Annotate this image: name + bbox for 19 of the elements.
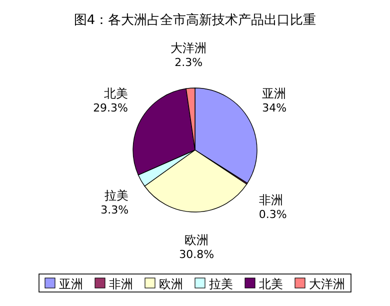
slice-label: 欧洲	[184, 232, 209, 247]
data-label: 3.3%	[100, 204, 129, 217]
legend-label: 北美	[259, 277, 283, 291]
legend-label: 拉美	[209, 277, 233, 291]
slice-label: 北美	[104, 86, 128, 100]
slice-label: 大洋洲	[170, 41, 207, 56]
data-label: 29.3%	[93, 101, 128, 114]
data-label: 30.8%	[179, 248, 214, 261]
data-label: 34%	[262, 102, 287, 115]
chart-title: 图4：各大洲占全市高新技术产品出口比重	[74, 12, 316, 28]
slice-label: 亚洲	[262, 86, 286, 101]
legend-label: 非洲	[109, 277, 133, 291]
data-label: 0.3%	[258, 208, 287, 221]
legend-label: 大洋洲	[309, 277, 345, 291]
slice-label: 非洲	[258, 192, 283, 207]
legend-label: 亚洲	[59, 277, 83, 291]
data-label: 2.3%	[174, 56, 203, 70]
legend-label: 欧洲	[159, 277, 183, 291]
slice-label: 拉美	[104, 188, 129, 203]
